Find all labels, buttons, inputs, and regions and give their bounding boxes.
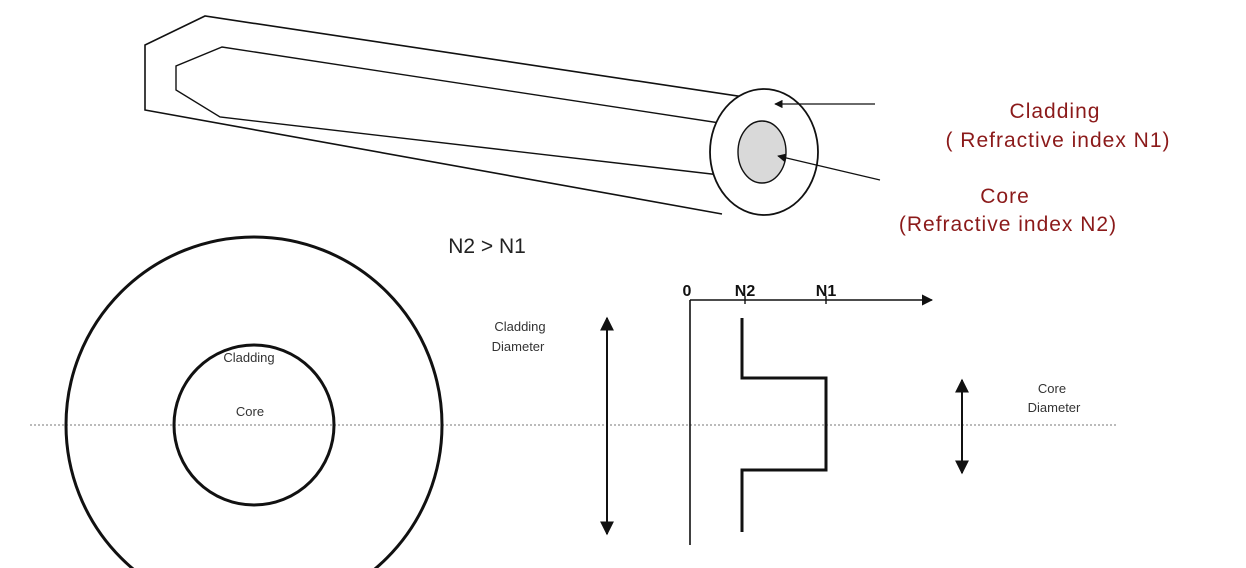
fiber-3d-illustration <box>144 15 881 216</box>
fiber-inner-body <box>175 46 747 179</box>
core-label: Core <box>980 185 1030 208</box>
core-diameter-label-2: Diameter <box>1028 400 1081 415</box>
cladding-diameter-label-1: Cladding <box>494 319 545 334</box>
cross-section-cladding-label: Cladding <box>223 350 274 365</box>
core-diameter-label-1: Core <box>1038 381 1066 396</box>
fiber-end-core <box>737 120 787 184</box>
cladding-diameter-label-2: Diameter <box>492 339 545 354</box>
cross-section-core <box>172 343 336 507</box>
cross-section-cladding <box>64 235 444 568</box>
index-condition: N2 > N1 <box>448 235 526 258</box>
axis-origin-label: 0 <box>683 283 692 300</box>
axis-n1-label: N1 <box>816 283 837 300</box>
cladding-index-label: ( Refractive index N1) <box>945 129 1170 152</box>
core-pointer <box>777 153 881 181</box>
index-step-profile <box>740 318 828 532</box>
fiber-outer-body <box>144 15 765 215</box>
cladding-label: Cladding <box>1010 100 1101 123</box>
index-profile <box>689 294 934 545</box>
axis-n2-label: N2 <box>735 283 756 300</box>
cross-section <box>30 235 1118 568</box>
core-index-label: (Refractive index N2) <box>899 213 1117 236</box>
cross-section-core-label: Core <box>236 404 264 419</box>
